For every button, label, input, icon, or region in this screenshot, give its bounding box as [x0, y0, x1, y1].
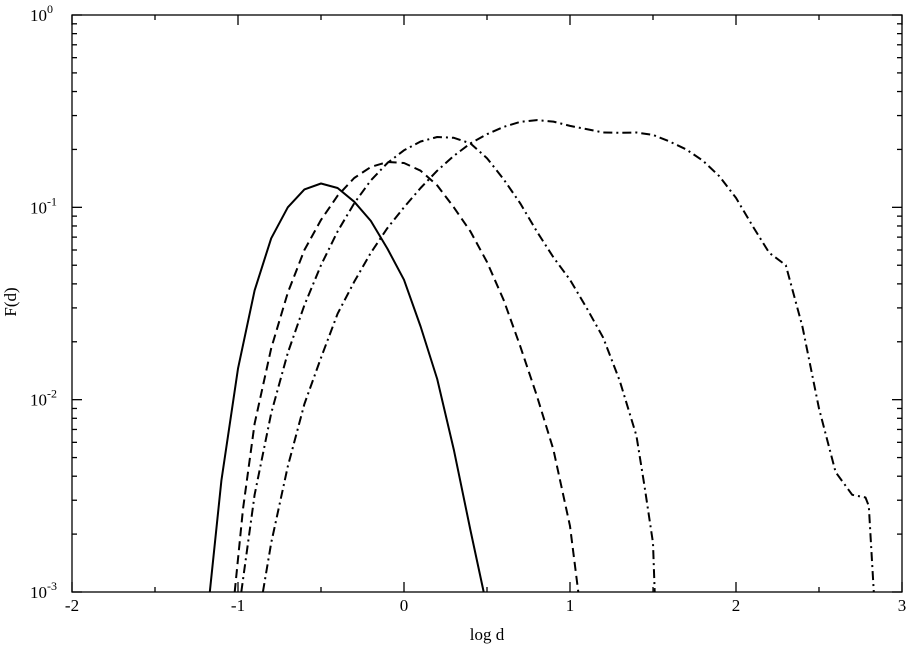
x-tick-label: 2 [732, 596, 741, 615]
y-axis-title: F(d) [1, 287, 20, 316]
series-line-2 [233, 161, 580, 593]
x-tick-label: -1 [231, 596, 245, 615]
x-tick-label: -2 [65, 596, 79, 615]
y-tick-label: 10-2 [30, 387, 57, 410]
x-axis-title: log d [470, 625, 505, 644]
axes-layer: -2 -1 0 1 2 3 10-3 10-2 10-1 100 [30, 2, 906, 615]
x-tick-label: 0 [400, 596, 409, 615]
x-tick-label: 1 [566, 596, 575, 615]
y-tick-label: 10-3 [30, 579, 57, 602]
series-line-4 [261, 119, 875, 593]
x-tick-label: 3 [898, 596, 907, 615]
y-tick-label: 10-1 [30, 194, 57, 217]
series-line-1 [208, 182, 485, 593]
y-tick-label: 100 [30, 2, 53, 25]
series-layer [208, 119, 875, 593]
